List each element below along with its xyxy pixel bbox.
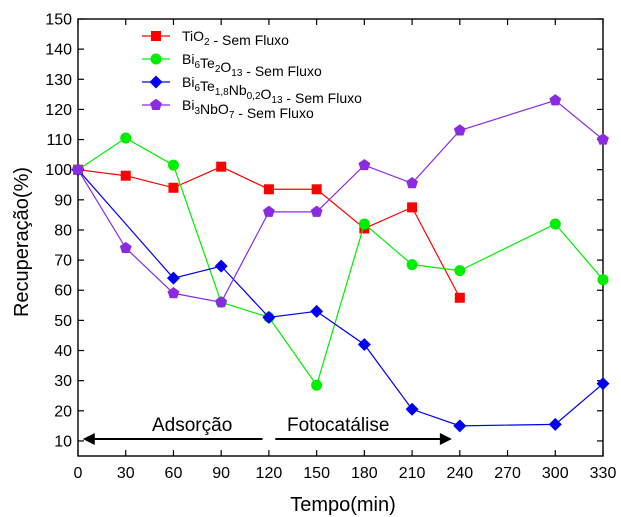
legend-marker [150, 98, 162, 111]
data-point [262, 310, 276, 324]
y-tick-label: 110 [46, 132, 72, 149]
data-point [358, 158, 371, 171]
plot-frame [77, 18, 604, 457]
arrow-right-head [439, 433, 452, 445]
legend-marker [151, 31, 161, 41]
y-tick-label: 90 [54, 192, 72, 209]
legend-item-3: Bi6Te1,8Nb0,2O13 - Sem Fluxo [142, 74, 362, 106]
series-layer [71, 94, 610, 433]
data-point [214, 259, 228, 273]
data-point [549, 218, 561, 230]
x-tick-label: 270 [494, 465, 521, 482]
data-point [263, 184, 274, 195]
legend-label: Bi6Te2O13 - Sem Fluxo [182, 51, 322, 79]
y-tick-label: 150 [45, 12, 72, 29]
y-tick-label: 120 [45, 102, 72, 119]
y-tick-label: 50 [54, 313, 72, 330]
legend-label: Bi6Te1,8Nb0,2O13 - Sem Fluxo [182, 74, 362, 106]
legend: TiO2 - Sem Fluxo Bi6Te2O13 - Sem FluxoBi6… [142, 28, 362, 121]
data-point [405, 402, 419, 416]
data-point [406, 177, 418, 189]
x-tick-label: 90 [212, 465, 230, 482]
data-point [454, 292, 465, 303]
y-tick-label: 30 [54, 373, 72, 390]
data-point [407, 202, 418, 213]
series-line [77, 99, 604, 303]
data-point [311, 184, 322, 195]
data-point [597, 274, 609, 286]
arrow-left-head [82, 433, 95, 445]
data-point [120, 170, 131, 181]
series-line [77, 169, 604, 427]
data-point [119, 241, 132, 254]
data-point [167, 159, 179, 171]
data-point [453, 124, 466, 136]
x-tick-label: 300 [542, 465, 569, 482]
legend-label: Bi3NbO7 - Sem Fluxo [182, 97, 314, 121]
y-axis-title: Recuperação(%) [11, 167, 33, 317]
x-tick-label: 210 [399, 465, 426, 482]
x-tick-label: 0 [74, 465, 83, 482]
annotation-layer: Adsorção Fotocatálise [82, 415, 452, 445]
data-point [548, 417, 562, 431]
data-point [453, 419, 467, 433]
series-3 [71, 163, 610, 433]
x-tick-label: 60 [165, 465, 183, 482]
data-point [357, 337, 371, 351]
y-tick-label: 80 [54, 222, 72, 239]
data-point [166, 271, 180, 285]
annotation-adsorcao: Adsorção [152, 415, 232, 436]
data-point [263, 205, 275, 217]
x-tick-label: 180 [351, 465, 378, 482]
series-1 [73, 161, 465, 303]
data-point [167, 287, 180, 299]
y-tick-label: 20 [54, 403, 72, 420]
series-4 [72, 94, 609, 308]
y-tick-label: 130 [45, 72, 72, 89]
x-tick-label: 330 [590, 465, 617, 482]
axis-ticks: 0 30 60 90 120 150 180 210 240 270 300 330 10 20 30 40 5… [45, 12, 616, 483]
data-point [120, 132, 132, 144]
data-point [310, 304, 324, 318]
data-point [549, 94, 562, 106]
annotation-fotocatalise: Fotocatálise [287, 415, 389, 436]
data-point [215, 296, 228, 308]
data-point [596, 377, 610, 391]
y-tick-label: 10 [54, 433, 72, 450]
y-tick-label: 140 [45, 42, 72, 59]
x-tick-label: 240 [446, 465, 473, 482]
x-tick-label: 150 [303, 465, 330, 482]
x-tick-label: 120 [256, 465, 283, 482]
data-point [216, 161, 227, 172]
y-tick-label: 70 [54, 253, 72, 270]
x-axis-title: Tempo(min) [290, 494, 396, 516]
data-point [454, 265, 466, 277]
y-tick-label: 40 [54, 343, 72, 360]
y-tick-label: 100 [45, 162, 72, 179]
data-point [72, 163, 84, 175]
legend-marker [149, 75, 163, 89]
legend-item-1: TiO2 - Sem Fluxo [142, 28, 289, 48]
series-line [77, 137, 604, 387]
data-point [311, 379, 323, 391]
series-2 [72, 132, 609, 391]
y-tick-label: 60 [54, 283, 72, 300]
data-point [310, 205, 323, 217]
data-point [168, 182, 179, 193]
legend-label: TiO2 - Sem Fluxo [182, 28, 289, 48]
x-tick-label: 30 [117, 465, 135, 482]
data-point [358, 218, 370, 230]
legend-item-2: Bi6Te2O13 - Sem Fluxo [142, 51, 322, 79]
legend-item-4: Bi3NbO7 - Sem Fluxo [142, 97, 314, 121]
data-point [597, 133, 609, 145]
legend-marker [150, 53, 162, 65]
data-point [406, 259, 418, 271]
